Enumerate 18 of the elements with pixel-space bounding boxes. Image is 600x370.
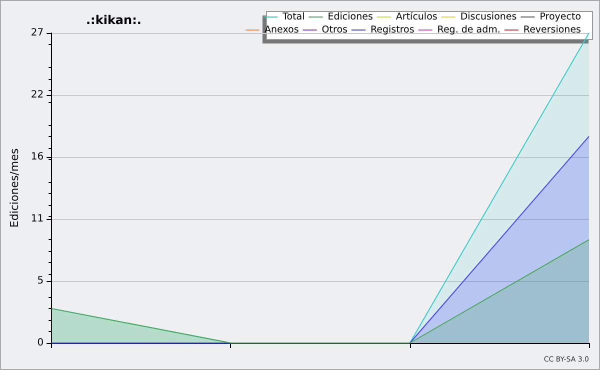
legend-label: Ediciones (328, 12, 373, 22)
legend-label: Otros (322, 24, 348, 36)
legend-label: Registros (370, 24, 414, 36)
legend-label: Discusiones (460, 12, 517, 22)
legend-label: Reg. de adm. (437, 24, 500, 36)
y-tick-label: 22 (30, 90, 44, 100)
chart-title: .:kikan:. (86, 13, 142, 27)
legend-label: Artículos (396, 12, 438, 22)
y-tick-label: 5 (37, 276, 44, 286)
legend-label: Reversiones (523, 24, 582, 36)
legend-label: Total (282, 12, 305, 22)
legend-label: Anexos (264, 24, 299, 36)
y-tick-label: 0 (37, 338, 44, 348)
y-tick-label: 11 (30, 214, 44, 224)
y-tick-label: 16 (30, 152, 44, 162)
legend-label: Proyecto (540, 12, 582, 22)
y-tick-label: 27 (30, 28, 44, 38)
y-axis-title: Ediciones/mes (8, 148, 21, 228)
